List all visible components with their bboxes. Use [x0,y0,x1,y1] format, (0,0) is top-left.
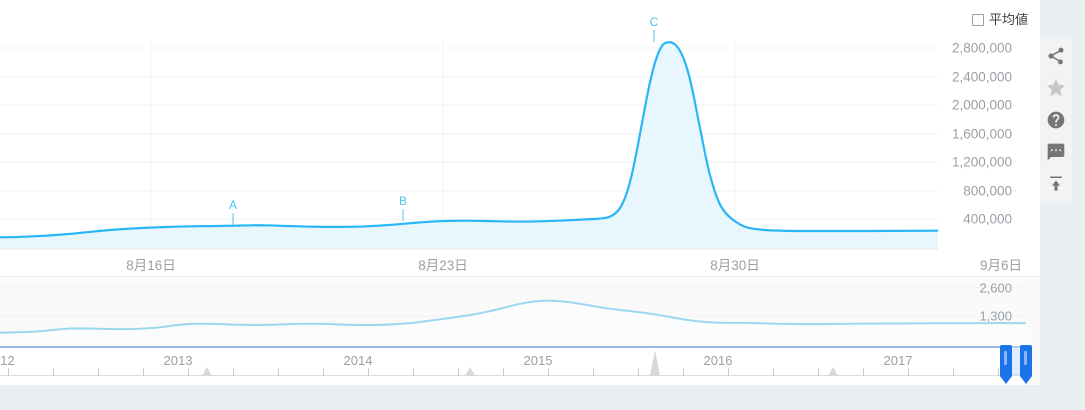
average-toggle[interactable]: 平均値 [971,12,1028,27]
page-background-bottom [0,384,1085,410]
navigator-annotation-marker[interactable] [202,367,212,376]
navigator-plot [0,277,1026,347]
y-axis-tick: 800,000 [955,183,1012,199]
navigator-tickmark [773,368,774,376]
y-axis-tick: 1,600,000 [943,126,1012,142]
navigator-tickmark [593,368,594,376]
x-axis-tick: 8月23日 [418,258,468,273]
navigator-tickmark [278,368,279,376]
x-axis-labels: 8月16日 8月23日 8月30日 9月6日 [0,252,1026,276]
navigator-tickmark [98,368,99,376]
navigator-tickmark [368,368,369,376]
navigator-tickmark [413,368,414,376]
y-axis-tick: 400,000 [955,211,1012,227]
navigator-tickmark [998,368,999,376]
navigator-tickmark [233,368,234,376]
main-chart-plot[interactable] [0,40,938,252]
side-toolbar [1040,36,1072,204]
chart-card: 平均値 400,000 800,000 1,200,000 1,600,000 2,00… [0,0,1040,385]
navigator-tickmark [323,368,324,376]
navigator-tickmark [818,368,819,376]
x-axis-tick: 9月6日 [979,258,1022,273]
annotation-marker-c[interactable]: C [649,15,659,30]
x-axis-tick: 8月16日 [126,258,176,273]
y-axis-tick: 1,200,000 [943,154,1012,170]
navigator-tickmark [908,368,909,376]
navigator-x-tick: 2016 [703,353,733,368]
embed-icon[interactable] [1040,168,1072,200]
navigator-x-tick: 12 [0,353,15,368]
navigator-x-tick: 2013 [163,353,193,368]
navigator-x-tick: 2017 [883,353,913,368]
navigator-tickmark [953,368,954,376]
navigator-annotation-marker[interactable] [465,367,475,376]
navigator-x-tick: 2015 [523,353,553,368]
y-axis-tick: 2,800,000 [943,40,1012,56]
chart-toolbar: 平均値 [0,0,1040,40]
navigator-annotation-marker[interactable] [650,350,660,376]
x-axis-tick: 8月30日 [710,258,760,273]
navigator-tickmark [863,368,864,376]
navigator-axis[interactable]: 12 2013 2014 2015 2016 2017 [0,345,1032,385]
navigator-annotation-marker[interactable] [828,367,838,376]
navigator-handle-right-tip [1020,376,1032,384]
navigator-x-tick: 2014 [343,353,373,368]
navigator-svg [0,277,1026,347]
help-icon[interactable] [1040,104,1072,136]
navigator-track [0,346,1026,348]
navigator-tickmark [53,368,54,376]
y-axis-tick: 2,000,000 [943,97,1012,113]
annotation-marker-b[interactable]: B [398,193,408,208]
navigator-handle-left-tip [1000,376,1012,384]
navigator-baseline [0,375,1026,376]
navigator-tickmark [683,368,684,376]
feedback-icon[interactable] [1040,136,1072,168]
navigator-tickmark [458,368,459,376]
average-label: 平均値 [988,12,1028,27]
navigator-tickmark [188,368,189,376]
navigator-tickmark [143,368,144,376]
y-axis-tick: 2,400,000 [943,69,1012,85]
share-icon[interactable] [1040,40,1072,72]
main-chart-svg [0,40,938,250]
annotation-marker-a[interactable]: A [228,198,238,213]
navigator-tickmark [8,368,9,376]
navigator-tickmark [728,368,729,376]
navigator-handle-left[interactable] [1000,345,1012,384]
average-checkbox[interactable] [971,14,984,26]
navigator-handle-right[interactable] [1020,345,1032,384]
navigator-tickmark [503,368,504,376]
navigator-tickmark [638,368,639,376]
star-icon[interactable] [1040,72,1072,104]
time-range-navigator[interactable]: 1,300 2,600 12 2013 2014 2015 2016 2017 [0,276,1040,385]
navigator-tickmark [548,368,549,376]
